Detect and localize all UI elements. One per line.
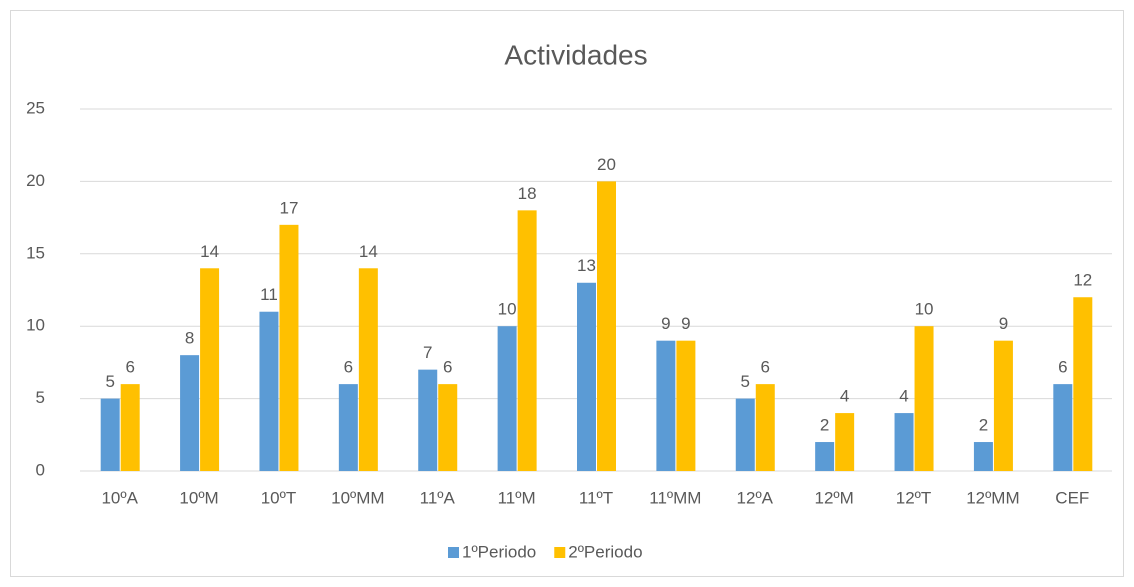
data-label: 6: [1058, 358, 1067, 377]
x-tick-label: CEF: [1055, 488, 1089, 507]
data-label: 14: [200, 242, 219, 261]
bar: [517, 210, 537, 472]
data-label: 11: [260, 285, 278, 304]
data-label: 4: [840, 387, 849, 406]
y-tick-label: 10: [26, 316, 45, 335]
data-label: 2: [820, 416, 829, 435]
data-label: 5: [105, 372, 114, 391]
x-tick-label: 10ºM: [179, 488, 218, 507]
legend-label: 2ºPeriodo: [568, 542, 642, 561]
bar: [120, 384, 140, 471]
data-label: 12: [1073, 271, 1092, 290]
data-label: 10: [915, 300, 934, 319]
data-label: 4: [899, 387, 908, 406]
x-tick-label: 12ºMM: [966, 488, 1019, 507]
x-tick-label: 10ºMM: [331, 488, 384, 507]
bar: [497, 326, 517, 471]
bar: [358, 268, 378, 471]
bar: [418, 369, 438, 471]
bar: [755, 384, 775, 471]
data-label: 8: [185, 329, 194, 348]
x-tick-label: 12ºA: [737, 488, 774, 507]
x-tick-label: 11ºA: [420, 488, 456, 507]
data-label: 2: [979, 416, 988, 435]
bar: [259, 311, 279, 471]
y-tick-label: 0: [36, 460, 45, 479]
bar: [597, 181, 616, 471]
data-label: 9: [999, 314, 1008, 333]
data-label: 10: [498, 300, 517, 319]
data-label: 9: [681, 314, 690, 333]
y-tick-label: 15: [26, 243, 45, 262]
data-label: 13: [577, 256, 596, 275]
bar: [438, 384, 458, 471]
x-tick-label: 12ºM: [815, 488, 854, 507]
bar: [180, 355, 200, 471]
x-tick-label: 12ºT: [896, 488, 932, 507]
chart-title: Actividades: [504, 39, 647, 70]
bar: [100, 398, 120, 471]
data-label: 6: [761, 358, 770, 377]
bar: [1053, 384, 1073, 471]
data-label: 7: [423, 343, 432, 362]
x-tick-label: 11ºMM: [649, 488, 701, 507]
legend-swatch: [554, 547, 566, 558]
y-tick-label: 5: [36, 388, 45, 407]
x-tick-label: 11ºT: [579, 488, 613, 507]
data-label: 14: [359, 242, 378, 261]
bar: [338, 384, 358, 471]
data-label: 9: [661, 314, 670, 333]
bar: [200, 268, 220, 471]
y-tick-label: 25: [26, 98, 45, 117]
bar: [973, 442, 993, 471]
data-label: 6: [125, 358, 134, 377]
data-label: 18: [518, 184, 537, 203]
data-label: 5: [741, 372, 750, 391]
bar: [735, 398, 755, 471]
bar: [1073, 297, 1093, 471]
bar: [993, 340, 1013, 471]
bar: [894, 413, 914, 471]
data-label: 6: [443, 358, 452, 377]
x-tick-label: 10ºA: [101, 488, 138, 507]
bar: [914, 326, 934, 471]
bar: [815, 442, 835, 471]
bar: [577, 282, 596, 471]
bar: [676, 340, 696, 471]
data-label: 17: [280, 198, 299, 217]
bar: [279, 224, 299, 471]
x-tick-label: 11ºM: [498, 488, 536, 507]
legend-swatch: [448, 547, 459, 558]
legend-label: 1ºPeriodo: [462, 542, 536, 561]
data-label: 20: [597, 155, 616, 174]
data-label: 6: [344, 358, 353, 377]
y-tick-label: 20: [26, 171, 45, 190]
bar: [656, 340, 676, 471]
x-tick-label: 10ºT: [261, 488, 297, 507]
chart-frame: [10, 10, 1124, 577]
bar: [835, 413, 855, 471]
